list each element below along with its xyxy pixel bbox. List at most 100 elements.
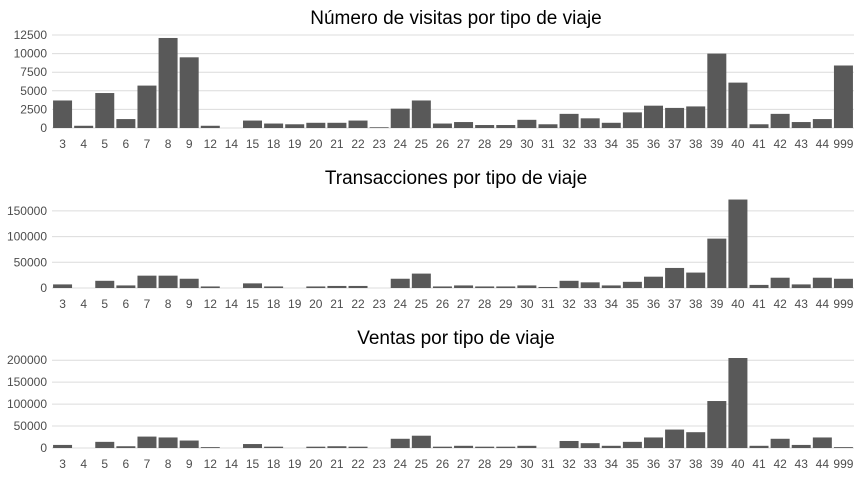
bar-20 [306,286,326,288]
bar-26 [432,123,452,128]
x-tick-label: 23 [372,457,386,471]
bar-30 [517,285,537,288]
y-tick-label: 7500 [20,65,47,79]
x-tick-label: 3 [59,457,66,471]
bar-32 [559,440,579,448]
x-tick-label: 34 [605,297,619,311]
bar-6 [116,119,136,128]
x-tick-label: 36 [647,297,661,311]
bar-12 [200,125,220,128]
bar-8 [158,275,178,288]
x-tick-label: 7 [144,297,151,311]
x-tick-label: 6 [123,297,130,311]
x-tick-label: 32 [562,137,576,151]
x-tick-label: 41 [752,457,766,471]
bar-33 [580,118,600,128]
y-tick-label: 150000 [7,375,47,389]
bar-33 [580,282,600,288]
x-tick-label: 19 [288,457,302,471]
bar-41 [749,124,769,128]
bar-35 [622,112,642,128]
x-tick-label: 19 [288,137,302,151]
bar-9 [179,440,199,448]
x-tick-label: 3 [59,137,66,151]
bar-32 [559,280,579,288]
bar-39 [707,53,727,128]
x-tick-label: 43 [795,137,809,151]
bar-15 [243,283,262,288]
x-tick-label: 28 [478,457,492,471]
x-tick-label: 29 [499,457,513,471]
y-tick-label: 2500 [20,102,47,116]
x-tick-label: 34 [605,137,619,151]
bar-18 [264,286,284,288]
bar-8 [158,37,178,129]
x-tick-label: 33 [584,457,598,471]
bar-18 [264,446,284,448]
x-tick-label: 7 [144,137,151,151]
x-tick-label: 42 [773,137,787,151]
x-tick-label: 12 [204,457,218,471]
bar-24 [390,438,410,448]
bar-37 [665,429,685,448]
bar-20 [306,122,326,128]
bar-3 [53,100,73,128]
x-tick-label: 27 [457,297,471,311]
bar-34 [601,285,621,288]
x-tick-label: 38 [689,457,703,471]
panel-transacciones: Transacciones por tipo de viaje 0 50000 100… [7,168,854,311]
x-tick-label: 9 [186,457,193,471]
bar-34 [601,445,621,448]
bar-7 [137,85,157,128]
bar-41 [749,445,769,448]
x-tick-label: 24 [394,137,408,151]
chart-title: Número de visitas por tipo de viaje [310,8,601,29]
bar-38 [686,106,706,128]
bar-27 [454,122,474,128]
bar-36 [644,276,663,288]
bar-25 [411,100,431,128]
x-tick-label: 29 [499,297,513,311]
x-tick-label: 44 [816,137,830,151]
y-tick-label: 12500 [14,28,48,42]
x-tick-label: 22 [351,457,365,471]
x-tick-label: 26 [436,457,450,471]
x-tick-label: 24 [394,457,408,471]
x-tick-label: 8 [165,297,172,311]
bar-44 [812,277,832,288]
x-tick-label: 42 [773,457,787,471]
bar-5 [95,441,115,448]
x-tick-label: 43 [795,297,809,311]
bar-12 [200,447,220,448]
bar-42 [770,277,790,288]
bar-28 [475,286,495,288]
bar-27 [454,445,474,448]
x-tick-label: 20 [309,137,323,151]
bar-37 [665,107,685,128]
x-tick-label: 28 [478,137,492,151]
x-tick-label: 24 [394,297,408,311]
bar-29 [496,286,516,288]
x-tick-label: 36 [647,137,661,151]
x-tick-label: 12 [204,297,218,311]
x-tick-label: 4 [80,297,87,311]
bar-42 [770,438,790,448]
bar-38 [686,272,706,288]
bar-22 [348,120,368,128]
x-tick-label: 39 [710,457,724,471]
bar-12 [200,286,220,288]
x-tick-label: 5 [101,137,108,151]
x-tick-label: 8 [165,457,172,471]
x-tick-label: 35 [626,457,640,471]
x-tick-label: 9 [186,137,193,151]
x-tick-label: 18 [267,297,281,311]
x-tick-label: 29 [499,137,513,151]
bar-31 [538,124,558,128]
x-tick-label: 44 [816,457,830,471]
x-tick-label: 14 [225,137,239,151]
x-tick-label: 26 [436,297,450,311]
x-tick-label: 35 [626,137,640,151]
bar-999 [833,65,853,128]
bar-6 [116,285,136,288]
bar-40 [728,82,748,128]
